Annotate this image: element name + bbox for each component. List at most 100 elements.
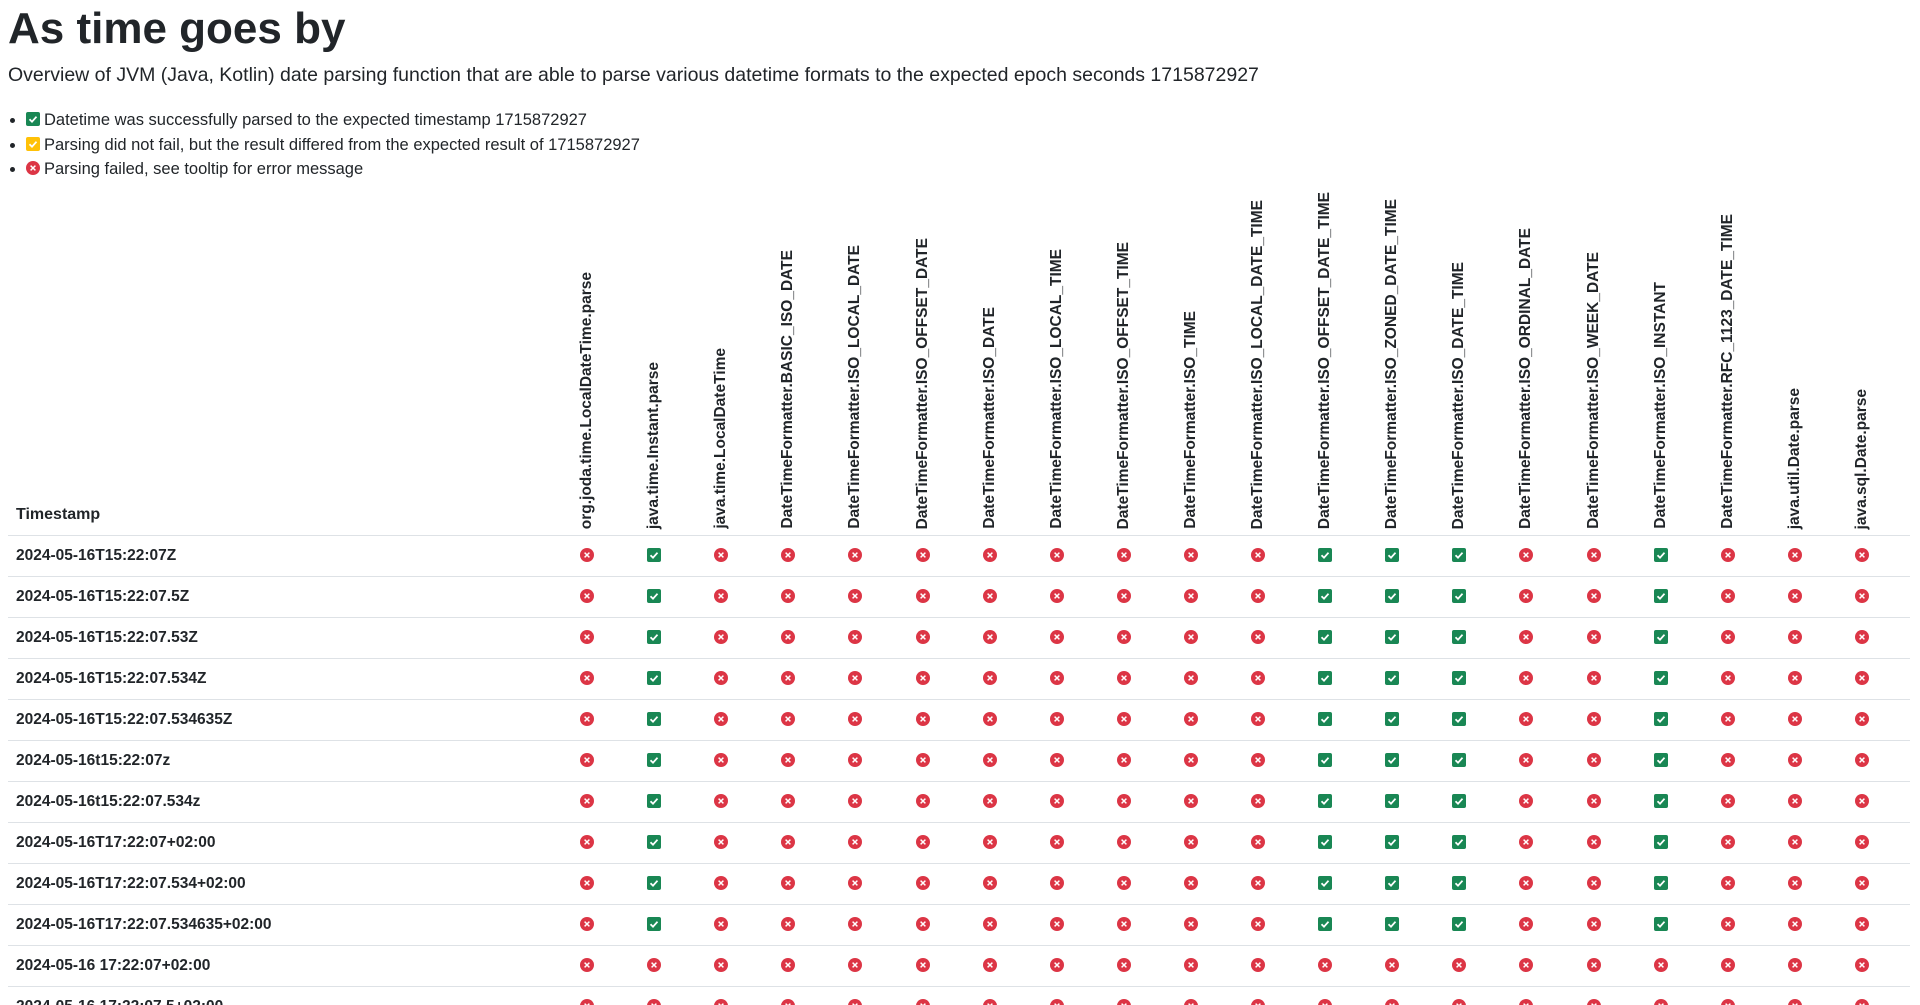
result-icon	[848, 589, 863, 603]
result-icon	[1519, 753, 1534, 767]
result-icon	[714, 712, 729, 726]
result-icon	[580, 671, 594, 685]
result-icon	[1854, 876, 1869, 890]
table-row: 2024-05-16T15:22:07Z	[8, 535, 1910, 577]
result-icon	[647, 917, 662, 931]
result-icon	[1452, 917, 1467, 931]
legend-item: Datetime was successfully parsed to the …	[26, 108, 640, 133]
result-icon	[1452, 630, 1467, 644]
result-icon	[647, 671, 662, 685]
result-icon	[1251, 548, 1265, 562]
ok-icon	[26, 112, 40, 126]
result-icon	[1318, 835, 1333, 849]
result-icon	[1586, 835, 1601, 849]
table-row: 2024-05-16T17:22:07.534+02:00	[8, 863, 1910, 905]
result-icon	[1720, 630, 1735, 644]
column-header: DateTimeFormatter.ISO_ZONED_DATE_TIME	[1383, 198, 1401, 529]
result-icon	[1452, 671, 1467, 685]
corner-header: Timestamp	[16, 506, 101, 523]
result-icon	[1653, 630, 1668, 644]
result-icon	[1318, 712, 1333, 726]
result-icon	[1116, 999, 1131, 1005]
result-icon	[848, 876, 863, 890]
result-icon	[915, 753, 930, 767]
result-icon	[1251, 835, 1265, 849]
result-icon	[781, 630, 796, 644]
subtitle: Overview of JVM (Java, Kotlin) date pars…	[8, 64, 1259, 86]
result-icon	[1720, 876, 1735, 890]
column-header: java.sql.Date.parse	[1852, 388, 1870, 529]
result-icon	[647, 835, 662, 849]
result-icon	[1251, 999, 1265, 1005]
column-header: java.util.Date.parse	[1785, 387, 1803, 529]
result-icon	[1385, 712, 1400, 726]
result-icon	[1586, 753, 1601, 767]
result-icon	[848, 917, 863, 931]
timestamp: 2024-05-16T17:22:07.534+02:00	[16, 875, 246, 892]
result-icon	[1049, 630, 1064, 644]
page-title: As time goes by	[8, 4, 346, 53]
result-icon	[714, 794, 729, 808]
result-icon	[1787, 753, 1802, 767]
timestamp: 2024-05-16T17:22:07.534635+02:00	[16, 916, 272, 933]
column-header: DateTimeFormatter.ISO_OFFSET_DATE	[913, 237, 931, 529]
result-icon	[1183, 794, 1198, 808]
result-icon	[982, 589, 997, 603]
result-icon	[1385, 671, 1400, 685]
result-icon	[1720, 917, 1735, 931]
result-icon	[982, 794, 997, 808]
table-row: 2024-05-16T15:22:07.53Z	[8, 617, 1910, 659]
table-row: 2024-05-16 17:22:07.5+02:00	[8, 986, 1910, 1005]
legend-item: Parsing failed, see tooltip for error me…	[26, 157, 640, 182]
result-icon	[1519, 630, 1534, 644]
result-icon	[1385, 753, 1400, 767]
result-icon	[1049, 671, 1064, 685]
column-header: DateTimeFormatter.ISO_TIME	[1181, 311, 1199, 529]
result-icon	[1251, 630, 1265, 644]
result-icon	[1183, 671, 1198, 685]
result-icon	[1183, 917, 1198, 931]
result-icon	[1385, 835, 1400, 849]
result-icon	[781, 589, 796, 603]
result-icon	[1183, 712, 1198, 726]
result-icon	[848, 835, 863, 849]
result-icon	[1318, 548, 1333, 562]
result-icon	[1586, 999, 1601, 1005]
column-header: org.joda.time.LocalDateTime.parse	[578, 271, 595, 529]
result-icon	[1183, 630, 1198, 644]
result-icon	[1251, 712, 1265, 726]
result-icon	[1787, 630, 1802, 644]
result-icon	[1787, 671, 1802, 685]
timestamp: 2024-05-16 17:22:07.5+02:00	[16, 998, 223, 1005]
result-icon	[1519, 917, 1534, 931]
result-icon	[1318, 589, 1333, 603]
result-icon	[1318, 671, 1333, 685]
result-icon	[580, 999, 594, 1005]
result-icon	[1251, 917, 1265, 931]
result-icon	[1854, 630, 1869, 644]
result-icon	[1318, 794, 1333, 808]
result-icon	[1653, 589, 1668, 603]
result-icon	[915, 589, 930, 603]
result-icon	[781, 671, 796, 685]
result-icon	[1653, 753, 1668, 767]
result-icon	[1049, 835, 1064, 849]
table-row: 2024-05-16t15:22:07.534z	[8, 781, 1910, 823]
result-icon	[1653, 548, 1668, 562]
result-icon	[580, 958, 594, 972]
result-icon	[1116, 794, 1131, 808]
result-icon	[1854, 753, 1869, 767]
result-icon	[1787, 917, 1802, 931]
result-icon	[848, 548, 863, 562]
column-header: DateTimeFormatter.BASIC_ISO_DATE	[779, 250, 797, 529]
result-icon	[1854, 917, 1869, 931]
result-icon	[580, 548, 594, 562]
result-icon	[982, 835, 997, 849]
result-icon	[1116, 712, 1131, 726]
result-icon	[1049, 917, 1064, 931]
result-icon	[915, 876, 930, 890]
result-icon	[848, 794, 863, 808]
timestamp: 2024-05-16t15:22:07.534z	[16, 793, 201, 810]
result-icon	[1519, 876, 1534, 890]
